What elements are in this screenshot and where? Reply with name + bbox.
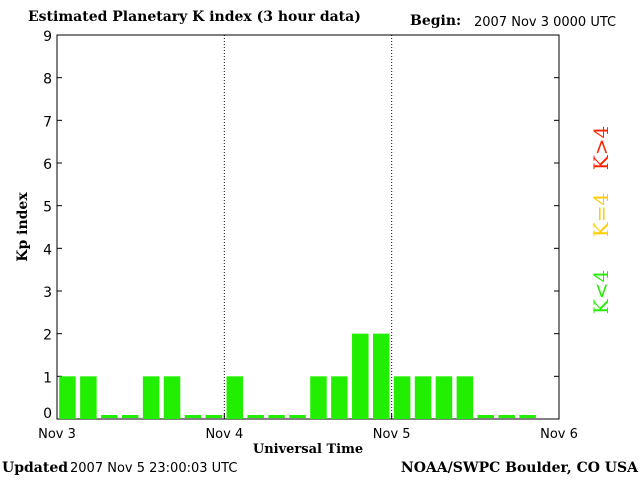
kp-bar (519, 415, 536, 418)
y-tick-label: 1 (43, 370, 52, 386)
kp-bar (414, 376, 432, 419)
kp-bar (142, 376, 160, 419)
y-tick-label: 9 (43, 29, 52, 45)
legend-item: K<4 (589, 270, 613, 314)
kp-bar (352, 333, 369, 419)
kp-bar (372, 333, 390, 419)
kp-bar (331, 376, 348, 419)
updated-label: Updated (2, 460, 69, 476)
y-tick-label: 0 (43, 406, 52, 422)
y-tick-label: 2 (43, 328, 52, 344)
kp-bar (80, 376, 97, 419)
kp-bar (435, 376, 453, 419)
kp-bar (226, 376, 244, 419)
kp-bar (289, 415, 306, 418)
y-tick-label: 4 (43, 242, 52, 258)
kp-bar (163, 376, 181, 419)
x-tick-label: Nov 6 (540, 427, 578, 442)
x-tick-label: Nov 5 (373, 427, 411, 442)
plot-frame (56, 34, 560, 420)
x-tick-label: Nov 4 (205, 427, 243, 442)
y-tick-label: 3 (43, 285, 52, 301)
kp-bar (393, 376, 411, 419)
begin-value: 2007 Nov 3 0000 UTC (474, 15, 617, 30)
kp-bar (310, 376, 327, 419)
updated-value: 2007 Nov 5 23:00:03 UTC (70, 461, 238, 476)
legend-item: K=4 (589, 193, 613, 237)
kp-bar (59, 376, 76, 419)
kp-bar (456, 376, 474, 419)
kp-bar (184, 415, 202, 418)
y-tick-label: 8 (43, 72, 52, 88)
x-axis-label: Universal Time (253, 442, 363, 457)
y-tick-label: 6 (43, 157, 52, 173)
legend-item: K>4 (589, 126, 613, 170)
chart-title: Estimated Planetary K index (3 hour data… (28, 9, 361, 25)
y-tick-label: 5 (43, 200, 52, 216)
kp-bar (498, 415, 515, 418)
kp-bar (477, 415, 495, 418)
kp-bar (247, 415, 264, 418)
kp-bar (101, 415, 118, 418)
kp-bar (268, 415, 285, 418)
source-credit: NOAA/SWPC Boulder, CO USA (400, 460, 638, 476)
y-axis-label: Kp index (15, 192, 31, 262)
x-tick-label: Nov 3 (38, 427, 76, 442)
y-tick-label: 7 (43, 114, 52, 130)
kp-bar (205, 415, 223, 418)
begin-label: Begin: (410, 13, 462, 29)
kp-bar (121, 415, 139, 418)
